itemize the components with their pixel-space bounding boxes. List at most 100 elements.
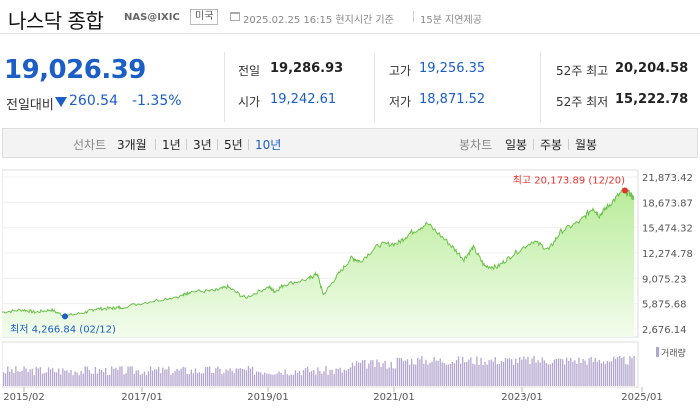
volume-bar [462, 356, 464, 386]
volume-bar [319, 370, 321, 386]
volume-bar [151, 370, 154, 386]
volume-bar [453, 363, 456, 386]
volume-bar [17, 371, 19, 386]
volume-bar [260, 372, 262, 386]
volume-bar [190, 369, 192, 386]
volume-bar [435, 360, 437, 386]
volume-bar [629, 356, 631, 386]
x-tick-label: 2019/01 [247, 392, 289, 403]
volume-bar [56, 372, 58, 386]
volume-bar [84, 366, 86, 386]
divider [413, 11, 414, 22]
volume-bar [394, 368, 396, 386]
low-annotation: 최저 4,266.84 (02/12) [10, 323, 116, 335]
volume-bar [549, 364, 551, 386]
volume-bar [249, 368, 252, 386]
volume-bar [610, 361, 613, 386]
volume-bar [460, 363, 462, 386]
volume-bar [411, 358, 413, 386]
volume-bar [455, 360, 458, 386]
volume-bar [31, 368, 33, 386]
volume-bar [347, 368, 350, 386]
volume-bar [184, 367, 186, 386]
volume-bar [100, 370, 103, 386]
candle-chart-label: 봉차트 [459, 138, 493, 152]
volume-bar [519, 356, 521, 386]
volume-bar [476, 356, 478, 386]
country-badge: 미국 [190, 9, 219, 25]
volume-bar [13, 373, 15, 386]
volume-bar [188, 374, 190, 386]
volume-bar [215, 368, 217, 386]
tab-3-years[interactable]: 3년 [193, 138, 212, 152]
tab-monthly-candle[interactable]: 월봉 [575, 138, 598, 152]
volume-bar [231, 370, 233, 386]
chart-tabs: 선차트 3개월 1년 3년 5년 10년 봉차트 일봉 주봉 월봉 [2, 128, 698, 158]
volume-bar [464, 362, 466, 386]
volume-bar [482, 365, 484, 386]
volume-bar [253, 374, 256, 386]
volume-bar [517, 363, 519, 386]
volume-bar [313, 370, 315, 386]
volume-bar [168, 366, 170, 386]
volume-bar [258, 371, 260, 386]
tab-1-year[interactable]: 1년 [162, 138, 181, 152]
volume-bar [111, 366, 113, 386]
volume-bar [7, 366, 9, 386]
volume-bar [468, 359, 470, 386]
volume-bar [588, 358, 590, 386]
volume-bar [488, 360, 490, 386]
delay-notice: 15분 지연제공 [420, 15, 482, 26]
volume-bar [484, 361, 486, 386]
volume-bar [486, 364, 488, 386]
volume-bar [317, 367, 319, 386]
volume-bar [392, 368, 394, 386]
volume-bar [225, 369, 227, 386]
divider [248, 139, 249, 150]
tab-10-years[interactable]: 10년 [255, 138, 282, 152]
low-value: 18,871.52 [419, 92, 486, 107]
volume-bar [345, 370, 347, 386]
volume-bar [92, 373, 95, 386]
ticker-code: NAS@IXIC [124, 12, 180, 23]
divider [374, 52, 375, 122]
volume-bar [137, 370, 139, 386]
volume-bar [141, 373, 143, 386]
w52-low-label: 52주 최저 [556, 95, 609, 109]
volume-bar [494, 357, 496, 386]
volume-bar [3, 372, 5, 386]
volume-bar [205, 367, 207, 386]
volume-bar [406, 359, 409, 386]
y-tick-label: 5,875.68 [642, 300, 687, 311]
volume-bar [88, 370, 90, 386]
volume-bar [384, 360, 386, 386]
volume-bar [143, 371, 146, 386]
volume-bar [221, 374, 223, 386]
divider [533, 139, 534, 150]
volume-bar [11, 369, 13, 386]
tab-weekly-candle[interactable]: 주봉 [540, 138, 563, 152]
tab-5-years[interactable]: 5년 [224, 138, 243, 152]
volume-bar [196, 372, 199, 386]
volume-bar [619, 355, 621, 386]
volume-bar [80, 371, 82, 386]
low-marker [62, 313, 69, 320]
volume-bar [296, 372, 299, 386]
volume-bar [351, 362, 354, 386]
volume-bar [145, 375, 148, 386]
tab-3-months[interactable]: 3개월 [117, 138, 147, 152]
volume-bar [586, 364, 588, 386]
tab-daily-candle[interactable]: 일봉 [505, 138, 528, 152]
price-area [2, 188, 634, 337]
volume-bar [576, 364, 578, 386]
volume-bar [553, 359, 556, 386]
volume-bar [339, 367, 341, 386]
open-label: 시가 [238, 95, 261, 109]
volume-bar [200, 373, 203, 386]
prev-close-value: 19,286.93 [270, 61, 344, 76]
volume-bar [43, 373, 46, 386]
volume-bar [131, 366, 133, 386]
volume-bar [64, 370, 66, 386]
volume-bar [578, 357, 580, 386]
volume-bar [276, 373, 278, 386]
